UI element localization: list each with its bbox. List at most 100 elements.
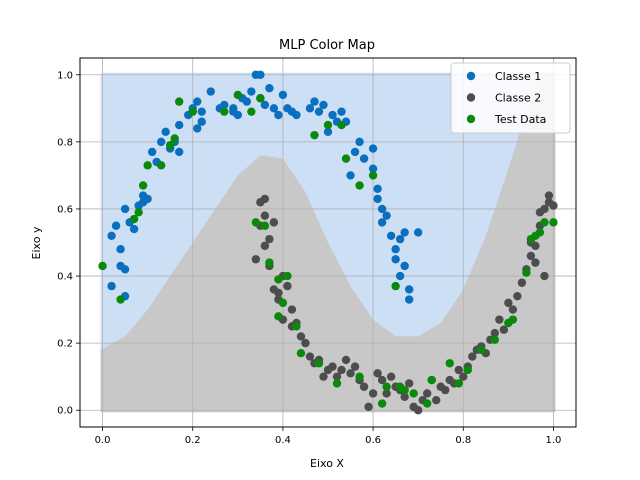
legend-label: Classe 1 (495, 70, 541, 83)
point-test-data (341, 154, 351, 163)
legend-label: Test Data (494, 113, 546, 126)
point-classe-1 (373, 194, 382, 204)
point-classe-1 (175, 120, 184, 130)
point-classe-2 (400, 392, 409, 402)
point-classe-2 (332, 372, 342, 381)
x-tick-label: 0.0 (95, 435, 111, 446)
legend-label: Classe 2 (495, 92, 541, 105)
point-classe-2 (350, 362, 360, 371)
point-classe-2 (260, 241, 270, 251)
point-test-data (355, 372, 364, 381)
point-classe-1 (143, 194, 152, 204)
point-test-data (233, 90, 243, 100)
point-classe-1 (395, 271, 405, 281)
point-classe-2 (544, 191, 554, 200)
point-classe-2 (364, 402, 373, 412)
y-tick-label: 0.6 (57, 204, 73, 215)
legend-marker (466, 71, 476, 81)
point-test-data (143, 161, 152, 170)
point-classe-2 (413, 406, 423, 415)
point-classe-2 (328, 362, 337, 371)
point-test-data (260, 221, 270, 230)
point-classe-2 (490, 328, 500, 338)
point-classe-2 (499, 325, 509, 334)
point-classe-1 (382, 211, 391, 220)
point-classe-1 (193, 97, 202, 106)
point-classe-1 (350, 147, 360, 157)
point-classe-2 (549, 201, 558, 210)
point-classe-2 (301, 338, 310, 348)
point-test-data (283, 271, 292, 281)
point-test-data (508, 315, 518, 324)
point-classe-2 (287, 305, 297, 314)
point-classe-1 (400, 228, 409, 237)
point-classe-1 (319, 100, 328, 110)
axes-frame (79, 57, 577, 428)
point-test-data (382, 382, 391, 391)
point-classe-2 (432, 395, 441, 405)
point-classe-2 (337, 365, 346, 375)
point-test-data (251, 218, 261, 227)
data-points (98, 70, 558, 415)
point-classe-1 (368, 144, 378, 153)
point-test-data (170, 134, 179, 143)
point-test-data (116, 295, 125, 304)
point-test-data (490, 335, 500, 344)
x-axis-label: Eixo X (310, 457, 344, 470)
point-test-data (256, 94, 265, 103)
point-test-data (323, 120, 333, 130)
point-classe-2 (305, 352, 315, 361)
point-classe-2 (540, 204, 549, 214)
point-test-data (188, 107, 197, 116)
point-test-data (278, 298, 288, 308)
legend-box (450, 62, 571, 134)
point-classe-2 (341, 355, 351, 365)
point-classe-2 (373, 369, 382, 378)
point-classe-1 (400, 261, 409, 271)
point-classe-2 (346, 369, 355, 378)
point-test-data (540, 218, 549, 227)
point-classe-2 (260, 194, 270, 204)
y-tick-label: 0.8 (57, 137, 73, 148)
point-classe-1 (120, 204, 130, 214)
point-classe-1 (193, 124, 202, 133)
point-classe-2 (454, 365, 463, 375)
point-classe-1 (323, 127, 333, 136)
point-classe-1 (220, 100, 229, 110)
point-classe-2 (251, 255, 261, 264)
point-classe-1 (197, 117, 206, 126)
point-classe-1 (260, 100, 270, 110)
point-classe-1 (391, 255, 400, 264)
point-test-data (535, 228, 545, 237)
x-tick-label: 0.4 (275, 435, 291, 446)
point-classe-1 (147, 147, 157, 157)
point-test-data (355, 181, 364, 190)
point-classe-1 (233, 110, 243, 120)
point-classe-1 (116, 245, 125, 254)
y-tick-label: 0.2 (57, 339, 73, 350)
point-classe-1 (278, 90, 288, 100)
point-classe-2 (265, 234, 274, 244)
point-classe-1 (197, 107, 206, 116)
y-axis-label: Eixo y (30, 226, 43, 259)
point-classe-1 (120, 265, 130, 274)
point-test-data (463, 365, 472, 375)
point-test-data (337, 120, 346, 130)
point-classe-2 (382, 389, 391, 398)
point-classe-1 (107, 281, 116, 291)
point-classe-1 (391, 245, 400, 254)
point-test-data (522, 268, 531, 277)
point-classe-1 (161, 127, 170, 136)
point-test-data (310, 130, 319, 140)
point-test-data (368, 171, 378, 180)
point-classe-2 (441, 385, 450, 395)
point-test-data (165, 141, 175, 150)
point-classe-1 (129, 224, 139, 234)
point-test-data (314, 359, 324, 368)
x-tick-label: 0.6 (365, 435, 381, 446)
y-tick-label: 1.0 (57, 70, 73, 81)
point-test-data (445, 359, 454, 368)
point-test-data (454, 379, 463, 388)
point-classe-1 (269, 104, 279, 113)
